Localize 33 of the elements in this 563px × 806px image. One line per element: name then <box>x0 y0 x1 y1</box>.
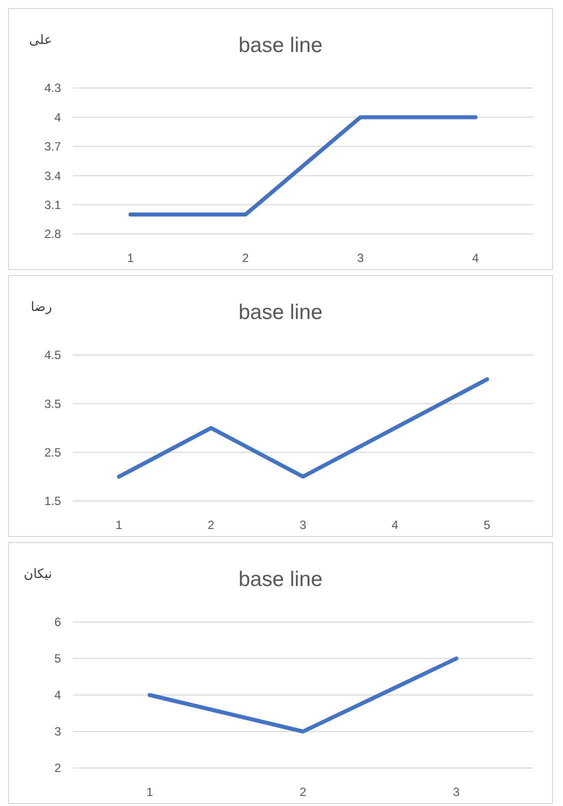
x-tick-label: 1 <box>146 785 154 799</box>
chart-title: base line <box>238 301 323 324</box>
y-tick-label: 4.3 <box>44 81 62 96</box>
y-axis-title: نیکان <box>24 566 52 581</box>
y-tick-label: 2.8 <box>44 227 62 242</box>
y-tick-label: 3.5 <box>44 396 62 411</box>
x-tick-label: 3 <box>300 518 307 532</box>
y-tick-label: 3.4 <box>44 168 62 183</box>
y-tick-label: 3.7 <box>44 140 62 154</box>
chart-title: base line <box>238 568 323 591</box>
x-tick-label: 1 <box>116 518 123 532</box>
y-tick-label: 2.5 <box>44 446 62 460</box>
x-tick-label: 1 <box>127 251 134 265</box>
x-tick-label: 2 <box>208 518 215 532</box>
x-tick-label: 5 <box>484 518 491 532</box>
y-tick-label: 2 <box>54 761 62 776</box>
chart-title: base line <box>238 34 323 57</box>
y-tick-label: 4.5 <box>44 348 62 362</box>
y-tick-label: 5 <box>54 652 62 666</box>
y-axis-title: رضا <box>30 299 52 315</box>
y-tick-label: 4 <box>54 110 62 124</box>
y-tick-label: 3 <box>54 724 62 739</box>
y-axis-title: علی <box>29 32 52 47</box>
x-tick-label: 2 <box>300 785 307 799</box>
x-tick-label: 4 <box>392 518 399 532</box>
x-tick-label: 4 <box>472 251 480 265</box>
y-tick-label: 6 <box>54 615 62 630</box>
x-tick-label: 3 <box>357 251 364 265</box>
y-tick-label: 4 <box>54 688 62 702</box>
y-tick-label: 3.1 <box>44 198 62 212</box>
x-tick-label: 2 <box>242 251 250 265</box>
y-tick-label: 1.5 <box>44 494 62 508</box>
x-tick-label: 3 <box>452 785 460 799</box>
